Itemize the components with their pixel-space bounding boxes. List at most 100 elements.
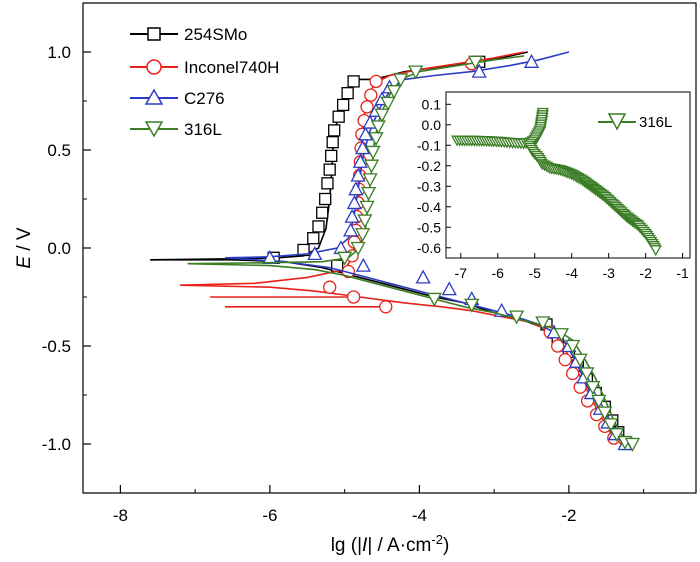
data-point-254smo bbox=[297, 243, 310, 257]
data-point-316l bbox=[374, 108, 390, 123]
data-point-c276 bbox=[523, 53, 540, 68]
data-point-c276 bbox=[354, 140, 371, 155]
legend-marker-inconel740h bbox=[146, 59, 162, 75]
inset-y-tick-label: -0.2 bbox=[417, 158, 441, 174]
legend-label-316l: 316L bbox=[184, 120, 222, 139]
data-point-254smo bbox=[347, 75, 360, 88]
data-point-inconel740h bbox=[566, 366, 580, 381]
inset-x-tick-label: -4 bbox=[565, 265, 578, 281]
data-point-inconel740h bbox=[558, 353, 572, 367]
data-point-316l bbox=[609, 428, 625, 443]
legend-item-inconel740h: Inconel740H bbox=[130, 58, 279, 77]
series-line-cathodic-316l bbox=[187, 262, 633, 445]
legend-label-254smo: 254SMo bbox=[184, 25, 247, 44]
data-point-316l bbox=[572, 353, 588, 368]
data-point-316l bbox=[363, 159, 380, 174]
legend-marker-254smo bbox=[147, 27, 161, 41]
inset-axis-ticks: -7 -6 -5 -4 -3 -2 -1 0.1 0.0 -0.1 -0.2 -0.3 -0.4 -0.5… bbox=[417, 96, 689, 281]
data-point-254smo bbox=[337, 98, 350, 112]
data-point-c276 bbox=[352, 153, 368, 168]
data-point-316l bbox=[535, 316, 551, 331]
data-point-316l bbox=[354, 228, 371, 243]
y-tick-label: -0.5 bbox=[42, 337, 71, 356]
data-point-316l bbox=[565, 339, 581, 354]
y-tick-label: -1.0 bbox=[42, 435, 71, 454]
inset-x-tick-label: -5 bbox=[529, 265, 542, 281]
data-point-c276 bbox=[350, 167, 366, 182]
inset-y-tick-label: -0.3 bbox=[417, 178, 441, 194]
data-point-254smo bbox=[325, 149, 338, 163]
legend-item-254smo: 254SMo bbox=[130, 25, 247, 44]
y-tick-label: 0.5 bbox=[47, 141, 71, 160]
data-point-254smo bbox=[319, 192, 332, 206]
inset-series-layer bbox=[450, 107, 662, 257]
inset-y-tick-label: -0.6 bbox=[417, 240, 441, 256]
data-point-c276 bbox=[344, 208, 360, 223]
data-point-316l bbox=[393, 73, 409, 88]
data-point-316l bbox=[337, 251, 353, 266]
data-point-316l bbox=[553, 328, 570, 343]
y-tick-label: 0.0 bbox=[47, 239, 71, 258]
data-point-316l bbox=[426, 292, 442, 307]
inset-legend: 316L bbox=[598, 113, 672, 131]
data-point-316l bbox=[579, 367, 595, 382]
data-point-c276 bbox=[415, 269, 431, 284]
data-point-316l bbox=[359, 200, 375, 215]
data-point-c276 bbox=[355, 257, 371, 272]
data-point-316l bbox=[386, 85, 402, 100]
x-tick-label: -2 bbox=[561, 506, 576, 525]
data-point-316l bbox=[467, 55, 484, 70]
x-tick-label: -8 bbox=[113, 506, 128, 525]
data-point-316l bbox=[464, 298, 480, 313]
data-point-c276 bbox=[346, 195, 362, 210]
data-point-inconel740h bbox=[360, 100, 374, 114]
data-point-316l bbox=[357, 214, 373, 229]
data-point-316l bbox=[624, 437, 641, 452]
data-point-inconel740h bbox=[369, 74, 383, 89]
data-point-316l bbox=[591, 394, 607, 409]
legend-marker-c276 bbox=[144, 88, 164, 105]
data-point-c276 bbox=[348, 181, 364, 196]
legend-item-316l: 316L bbox=[130, 120, 222, 139]
data-point-c276 bbox=[343, 222, 359, 237]
data-point-316l bbox=[350, 241, 366, 256]
data-point-316l bbox=[508, 310, 525, 325]
data-point-316l bbox=[408, 65, 424, 80]
data-point-inconel740h bbox=[323, 280, 337, 294]
legend-marker-316l bbox=[144, 121, 164, 138]
inset-y-tick-label: -0.5 bbox=[417, 219, 441, 235]
data-point-316l bbox=[362, 173, 378, 188]
data-point-316l bbox=[368, 132, 384, 147]
data-point-c276 bbox=[471, 63, 487, 78]
data-point-254smo bbox=[307, 232, 320, 245]
x-tick-label: -4 bbox=[412, 506, 427, 525]
data-point-316l bbox=[597, 406, 613, 421]
legend-label-inconel740h: Inconel740H bbox=[184, 58, 279, 77]
data-point-c276 bbox=[307, 246, 323, 261]
data-point-316l bbox=[360, 186, 377, 201]
data-point-c276 bbox=[441, 281, 457, 296]
x-tick-label: -6 bbox=[262, 506, 277, 525]
legend-item-c276: C276 bbox=[130, 88, 225, 108]
inset-y-tick-label: 0.1 bbox=[422, 96, 442, 112]
data-point-254smo bbox=[332, 110, 345, 123]
data-point-254smo bbox=[328, 124, 341, 137]
inset-x-tick-label: -3 bbox=[602, 265, 615, 281]
y-axis-title: E / V bbox=[14, 227, 35, 269]
data-point-c276 bbox=[357, 126, 374, 141]
legend: 254SMo Inconel740H C276 316L bbox=[130, 25, 279, 139]
data-point-254smo bbox=[312, 220, 325, 233]
data-point-254smo bbox=[326, 136, 339, 149]
data-point-inconel740h bbox=[346, 290, 361, 304]
data-point-inconel740h bbox=[379, 300, 393, 314]
series-316l bbox=[187, 55, 641, 452]
data-point-254smo bbox=[323, 163, 336, 176]
data-point-inconel740h bbox=[364, 88, 378, 102]
inset-legend-marker bbox=[607, 113, 627, 131]
data-point-316l bbox=[380, 96, 396, 111]
data-point-316l bbox=[585, 381, 601, 396]
legend-label-c276: C276 bbox=[184, 89, 225, 108]
inset-x-tick-label: -6 bbox=[492, 265, 505, 281]
inset-plot: -7 -6 -5 -4 -3 -2 -1 0.1 0.0 -0.1 -0.2 -0.3 -0.4 -0.5… bbox=[417, 91, 691, 281]
